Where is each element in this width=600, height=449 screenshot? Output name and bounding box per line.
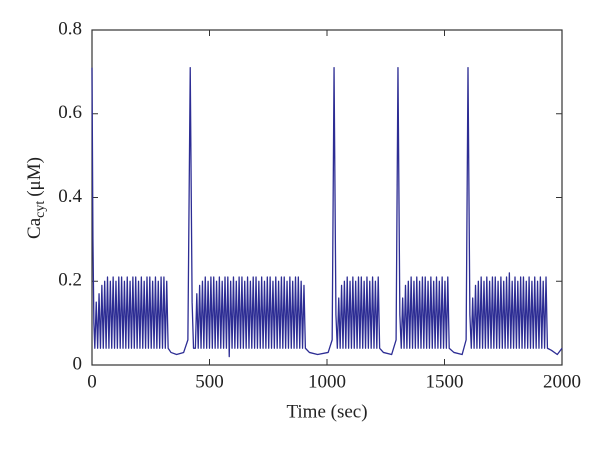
x-tick-label: 1000 (308, 371, 346, 392)
y-label-base: Ca (24, 217, 45, 239)
y-tick-label: 0.4 (58, 186, 82, 207)
y-label-sub: cyt (33, 201, 48, 218)
x-tick-label: 2000 (543, 371, 581, 392)
x-tick-label: 500 (195, 371, 224, 392)
data-line (91, 67, 563, 358)
y-tick-label: 0 (73, 353, 83, 374)
y-axis-label: Cacyt (μM) (24, 157, 48, 239)
y-tick-label: 0.6 (58, 102, 82, 123)
x-tick-label: 0 (87, 371, 97, 392)
x-tick-label: 1500 (426, 371, 464, 392)
x-axis-label: Time (sec) (286, 401, 367, 422)
y-tick-label: 0.8 (58, 18, 82, 39)
y-tick-label: 0.2 (58, 270, 82, 291)
y-label-unit: (μM) (24, 157, 45, 197)
